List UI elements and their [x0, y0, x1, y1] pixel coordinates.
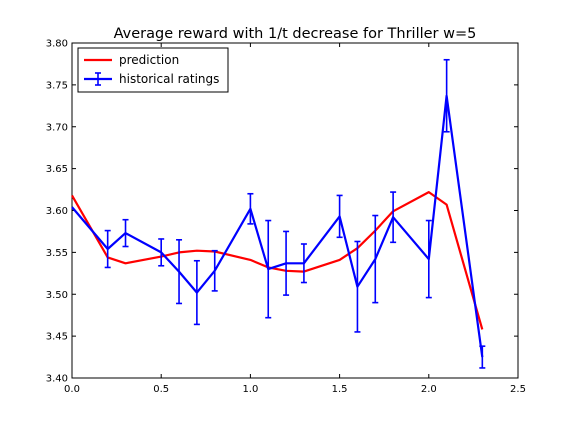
- y-tick-label: 3.70: [46, 122, 68, 133]
- y-tick-label: 3.75: [46, 80, 68, 91]
- x-tick-label: 2.5: [510, 384, 526, 395]
- legend-label: prediction: [119, 53, 179, 67]
- plot-area: 0.0 0.5 1.0 1.5 2.0 2.5 3.40 3.45 3.50 3.55 3.60 3.…: [46, 39, 526, 396]
- y-tick-label: 3.55: [46, 248, 68, 259]
- legend-box: [77, 47, 229, 93]
- x-tick-label: 0.0: [64, 384, 80, 395]
- x-tick-label: 1.5: [332, 384, 348, 395]
- legend-label: historical ratings: [119, 72, 219, 86]
- y-tick-label: 3.65: [46, 164, 68, 175]
- y-tick-label: 3.60: [46, 206, 68, 217]
- series-line-historical-ratings: [71, 94, 484, 358]
- y-tick-label: 3.40: [46, 374, 68, 385]
- y-tick-label: 3.50: [46, 290, 68, 301]
- x-tick-label: 2.0: [421, 384, 437, 395]
- y-tick-label: 3.80: [46, 39, 68, 50]
- series-line-prediction: [71, 191, 484, 330]
- x-tick-label: 1.0: [242, 384, 258, 395]
- x-tick-label: 0.5: [153, 384, 169, 395]
- chart-title: Average reward with 1/t decrease for Thr…: [114, 26, 477, 42]
- y-tick-label: 3.45: [46, 332, 68, 343]
